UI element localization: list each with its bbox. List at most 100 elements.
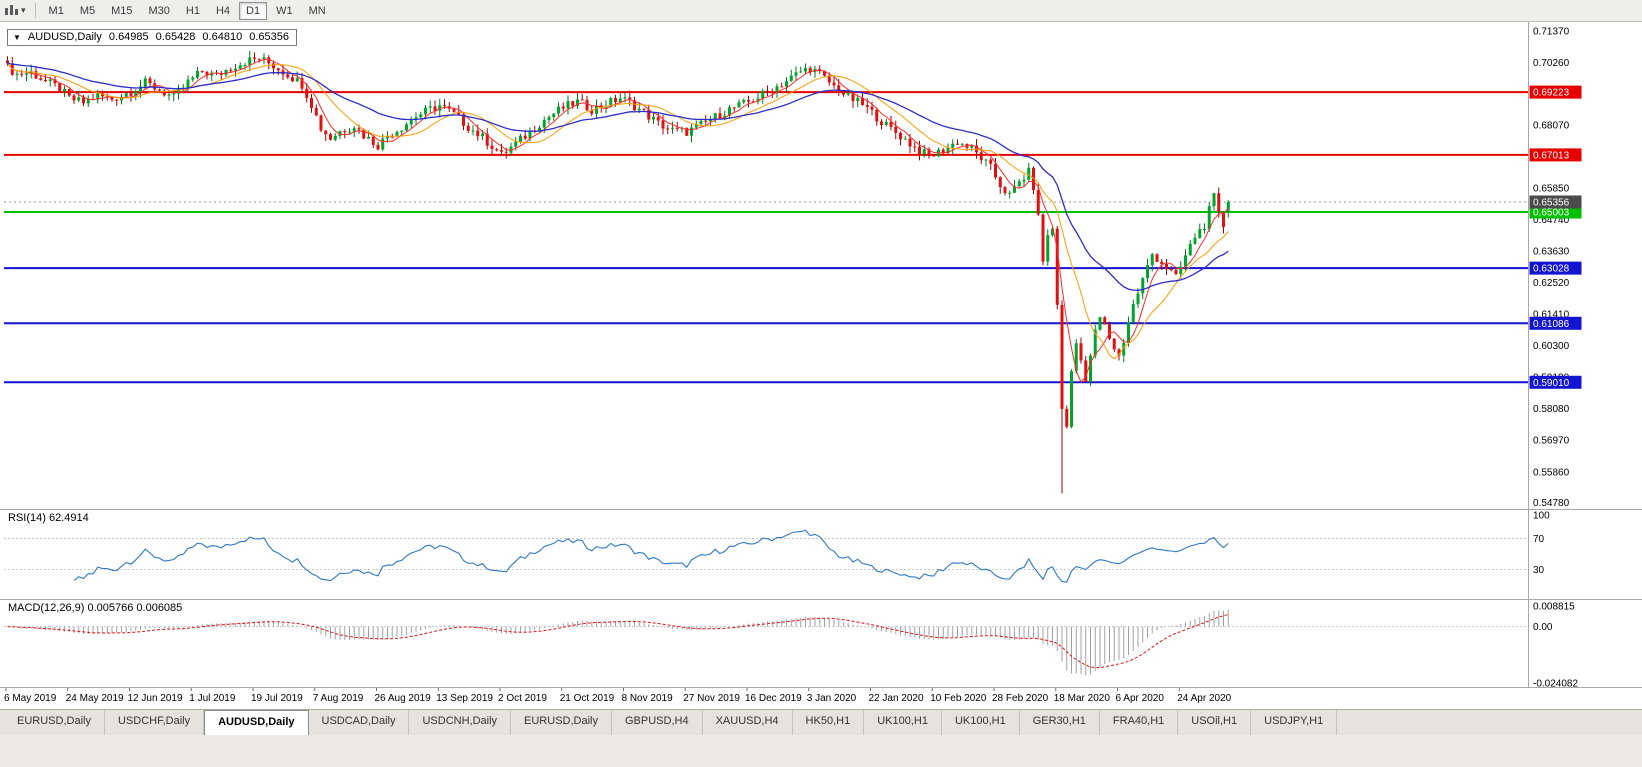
svg-text:6 Apr 2020: 6 Apr 2020 [1116,693,1165,704]
timeframe-button-h4[interactable]: H4 [215,4,231,17]
svg-text:26 Aug 2019: 26 Aug 2019 [375,693,432,704]
pane-dividers [0,22,1642,688]
timeframe-button-h1[interactable]: H1 [185,4,200,17]
svg-text:0.63028: 0.63028 [1533,264,1570,275]
macd-indicator-label: MACD(12,26,9) 0.005766 0.006085 [8,602,183,614]
svg-text:0.70260: 0.70260 [1533,58,1570,69]
chart-tab-usdcnh-daily[interactable]: USDCNH,Daily [409,710,512,735]
svg-text:3 Jan 2020: 3 Jan 2020 [807,693,857,704]
date-axis: 6 May 2019 24 May 2019 12 Jun 2019 1 Jul 20… [4,687,1232,704]
timeframe-button-w1[interactable]: W1 [276,4,293,17]
svg-text:16 Dec 2019: 16 Dec 2019 [745,693,802,704]
svg-text:30: 30 [1533,565,1545,576]
svg-text:0.61410: 0.61410 [1533,310,1570,321]
chart-tab-xauusd-h4[interactable]: XAUUSD,H4 [702,710,793,735]
chart-type-dropdown-icon[interactable]: ▾ [21,5,26,15]
rsi-pane [4,537,1529,571]
svg-text:0.58080: 0.58080 [1533,404,1570,415]
chart-tab-fra40-h1[interactable]: FRA40,H1 [1099,710,1179,735]
rsi-line [73,529,1229,583]
rsi-indicator-label: RSI(14) 62.4914 [8,512,89,524]
ohlc-low: 0.64810 [202,31,243,43]
svg-text:12 Jun 2019: 12 Jun 2019 [128,693,183,704]
svg-text:6 May 2019: 6 May 2019 [4,693,57,704]
timeframe-button-m30[interactable]: M30 [148,4,170,17]
chart-tab-ger30-h1[interactable]: GER30,H1 [1019,710,1100,735]
svg-text:13 Sep 2019: 13 Sep 2019 [436,693,493,704]
svg-text:0.65356: 0.65356 [1533,197,1570,208]
chart-tab-eurusd-daily[interactable]: EURUSD,Daily [4,710,105,735]
svg-text:1 Jul 2019: 1 Jul 2019 [189,693,236,704]
toolbar-separator [34,3,36,18]
svg-text:0.63630: 0.63630 [1533,247,1570,258]
svg-text:0.00: 0.00 [1533,622,1553,633]
chart-tab-uk100-h1[interactable]: UK100,H1 [864,710,942,735]
chart-tab-gbpusd-h4[interactable]: GBPUSD,H4 [612,710,703,735]
symbol-ohlc-info[interactable]: ▼ AUDUSD,Daily 0.64985 0.65428 0.64810 0… [7,29,297,46]
moving-average-lines [7,58,1229,384]
timeframe-button-m5[interactable]: M5 [79,4,96,17]
chart-tab-audusd-daily[interactable]: AUDUSD,Daily [204,710,309,735]
timeframe-button-mn[interactable]: MN [308,4,326,17]
chart-tab-hk50-h1[interactable]: HK50,H1 [792,710,865,735]
svg-text:2 Oct 2019: 2 Oct 2019 [498,693,547,704]
svg-text:8 Nov 2019: 8 Nov 2019 [622,693,674,704]
svg-text:24 May 2019: 24 May 2019 [66,693,124,704]
svg-text:0.67013: 0.67013 [1533,150,1570,161]
svg-text:0.69223: 0.69223 [1533,88,1570,99]
svg-text:0.008815: 0.008815 [1533,601,1575,612]
svg-text:0.60300: 0.60300 [1533,341,1570,352]
svg-text:18 Mar 2020: 18 Mar 2020 [1054,693,1111,704]
chart-tab-usdcad-daily[interactable]: USDCAD,Daily [308,710,410,735]
macd-histogram [11,609,1229,676]
timeframe-button-m15[interactable]: M15 [111,4,133,17]
svg-text:0.62520: 0.62520 [1533,278,1570,289]
rsi-scale: 100 70 30 [1533,511,1550,576]
chart-type-icon[interactable] [4,4,20,17]
timeframe-toolbar: ▾ M1 M5 M15 M30 H1 H4 D1 W1 MN [0,0,1642,22]
svg-text:10 Feb 2020: 10 Feb 2020 [930,693,987,704]
svg-text:7 Aug 2019: 7 Aug 2019 [313,693,364,704]
svg-text:22 Jan 2020: 22 Jan 2020 [869,693,924,704]
svg-text:21 Oct 2019: 21 Oct 2019 [560,693,615,704]
macd-signal-line [7,614,1229,669]
svg-text:0.56970: 0.56970 [1533,436,1570,447]
ohlc-high: 0.65428 [155,31,196,43]
chart-tab-usdjpy-h1[interactable]: USDJPY,H1 [1251,710,1338,735]
chart-tab-eurusd-daily[interactable]: EURUSD,Daily [511,710,612,735]
ohlc-open: 0.64985 [108,31,149,43]
svg-text:0.61086: 0.61086 [1533,319,1570,330]
svg-text:100: 100 [1533,511,1550,522]
svg-text:0.71370: 0.71370 [1533,27,1570,38]
symbol-name: AUDUSD,Daily [27,31,102,43]
chart-tabs-bar: EURUSD,Daily USDCHF,Daily AUDUSD,Daily USDC… [0,709,1642,735]
ohlc-close: 0.65356 [249,31,289,43]
support-resistance-levels [4,91,1529,384]
timeframe-button-d1[interactable]: D1 [239,1,268,20]
timeframe-buttons: M1 M5 M15 M30 H1 H4 D1 W1 MN [41,1,334,20]
chart-tab-uk100-h1[interactable]: UK100,H1 [941,710,1020,735]
chart-tab-usoil-h1[interactable]: USOil,H1 [1178,710,1252,735]
svg-text:0.65003: 0.65003 [1533,208,1570,219]
svg-text:0.59010: 0.59010 [1533,378,1570,389]
svg-text:27 Nov 2019: 27 Nov 2019 [683,693,740,704]
svg-text:70: 70 [1533,534,1545,545]
timeframe-button-m1[interactable]: M1 [48,4,64,17]
svg-text:19 Jul 2019: 19 Jul 2019 [251,693,303,704]
svg-text:0.64740: 0.64740 [1533,215,1570,226]
svg-text:0.54780: 0.54780 [1533,498,1570,509]
bottom-filler [0,735,1642,767]
svg-text:0.68070: 0.68070 [1533,120,1570,131]
svg-text:28 Feb 2020: 28 Feb 2020 [992,693,1049,704]
candlestick-layer [6,50,1230,494]
collapse-triangle-icon: ▼ [13,32,21,42]
macd-scale: 0.008815 0.00 -0.024082 [1533,601,1578,689]
svg-text:24 Apr 2020: 24 Apr 2020 [1177,693,1231,704]
price-scale: 0.713700.702600.691500.680700.669600.658… [1529,27,1582,509]
svg-text:-0.024082: -0.024082 [1533,678,1578,689]
chart-tab-usdchf-daily[interactable]: USDCHF,Daily [104,710,205,735]
svg-text:0.55860: 0.55860 [1533,467,1570,478]
svg-text:0.65850: 0.65850 [1533,183,1570,194]
